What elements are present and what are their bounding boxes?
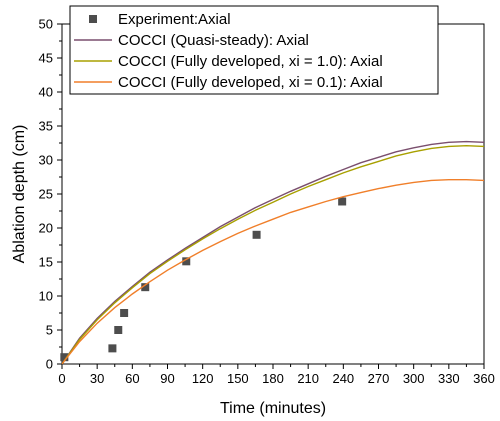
series-line-2 [61, 144, 485, 365]
x-tick-label: 240 [332, 371, 354, 386]
x-tick-label: 330 [438, 371, 460, 386]
experiment-point [114, 326, 123, 334]
x-tick-label: 270 [368, 371, 390, 386]
x-axis: 0 30 60 90 120 150 180 210 240 270 300 330 360 [58, 364, 495, 386]
x-axis-title: Time (minutes) [220, 400, 326, 417]
x-tick-label: 0 [58, 371, 65, 386]
y-tick-label: 45 [39, 51, 53, 66]
y-tick-label: 15 [39, 255, 53, 270]
legend-label: COCCI (Quasi-steady): Axial [118, 32, 309, 49]
x-tick-label: 60 [125, 371, 139, 386]
y-tick-label: 5 [46, 323, 53, 338]
legend-label: COCCI (Fully developed, xi = 1.0): Axial [118, 53, 383, 70]
y-tick-label: 50 [39, 17, 53, 32]
x-tick-label: 300 [403, 371, 425, 386]
experiment-point [338, 197, 347, 206]
y-tick-label: 25 [39, 187, 53, 202]
y-tick-label: 40 [39, 85, 53, 100]
series-line-3 [61, 179, 485, 365]
y-axis: 0 5 10 15 20 25 30 35 40 45 50 [39, 17, 62, 372]
experiment-point [108, 344, 117, 353]
legend-swatch [89, 15, 97, 23]
x-tick-label: 90 [160, 371, 174, 386]
experiment-point [141, 283, 150, 292]
experiment-point [60, 353, 69, 362]
experiment-point [120, 309, 129, 317]
x-tick-label: 360 [473, 371, 495, 386]
x-tick-label: 210 [297, 371, 319, 386]
y-tick-label: 0 [46, 357, 53, 372]
series-line-1 [61, 140, 485, 365]
y-axis-title: Ablation depth (cm) [11, 125, 28, 264]
x-tick-label: 180 [262, 371, 284, 386]
series-layer [60, 140, 485, 365]
legend-box [69, 5, 439, 95]
experiment-point [182, 257, 191, 266]
y-tick-label: 10 [39, 289, 53, 304]
legend-label: Experiment:Axial [118, 11, 231, 28]
x-tick-label: 120 [192, 371, 214, 386]
legend-label: COCCI (Fully developed, xi = 0.1): Axial [118, 74, 383, 91]
y-tick-label: 30 [39, 153, 53, 168]
y-tick-label: 20 [39, 221, 53, 236]
legend: Experiment:Axial COCCI (Quasi-steady): Ax… [69, 5, 439, 95]
x-tick-label: 150 [227, 371, 249, 386]
y-tick-label: 35 [39, 119, 53, 134]
x-tick-label: 30 [90, 371, 104, 386]
experiment-point [252, 230, 261, 239]
